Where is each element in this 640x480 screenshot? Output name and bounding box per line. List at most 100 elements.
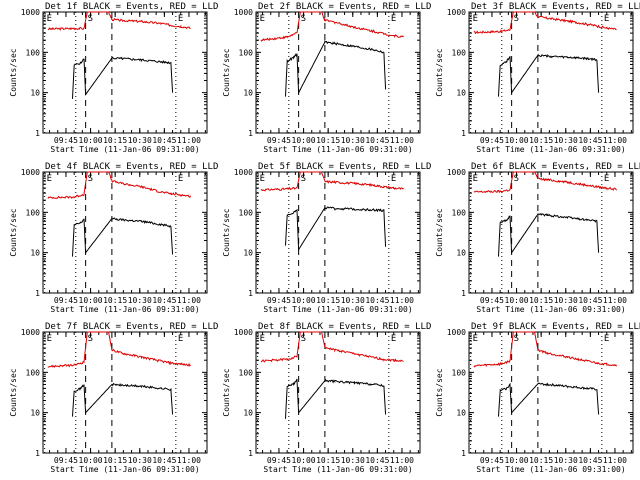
x-axis-label: Start Time (11-Jan-06 09:31:00) [263, 305, 412, 314]
x-tick-label: 11:00 [603, 456, 627, 465]
lld-series-line [260, 171, 404, 192]
x-tick-label: 09:45 [54, 136, 78, 145]
plot-frame [42, 11, 208, 134]
marker-label: S [301, 14, 306, 24]
panel-4: Det 4f BLACK = Events, RED = LLD 1 10 100 10… [9, 162, 218, 314]
panel-9: Det 9f BLACK = Events, RED = LLD 1 10 100 10… [435, 322, 640, 474]
x-tick-label: 11:00 [603, 296, 627, 305]
y-tick-label: 1 [35, 129, 40, 138]
lld-series-line [47, 11, 191, 31]
y-tick-label: 100 [452, 368, 467, 377]
x-tick-label: 10:00 [292, 456, 316, 465]
plot-frame [42, 171, 208, 294]
y-tick-label: 1 [461, 289, 466, 298]
y-tick-label: 10 [30, 249, 40, 258]
x-tick-label: 10:15 [103, 296, 127, 305]
x-tick-label: 11:00 [390, 456, 414, 465]
panel-1: Det 1f BLACK = Events, RED = LLD 1 10 100 10… [9, 2, 218, 154]
y-tick-label: 1 [461, 449, 466, 458]
panel-title: Det 4f BLACK = Events, RED = LLD [45, 162, 218, 172]
x-tick-label: 10:00 [79, 456, 103, 465]
x-tick-label: 10:30 [341, 136, 365, 145]
y-tick-label: 10 [243, 89, 253, 98]
x-tick-label: 09:45 [54, 456, 78, 465]
x-axis-label: Start Time (11-Jan-06 09:31:00) [50, 465, 199, 474]
lld-series-line [260, 11, 404, 42]
y-tick-label: 100 [239, 368, 254, 377]
x-tick-label: 10:00 [505, 296, 529, 305]
plot-frame [255, 11, 421, 134]
y-tick-label: 1 [461, 129, 466, 138]
x-tick-label: 10:30 [128, 136, 152, 145]
marker-label: E [47, 14, 52, 24]
y-axis-label: Counts/sec [222, 48, 231, 96]
y-tick-label: 10 [243, 409, 253, 418]
marker-label: S [514, 174, 519, 184]
panel-title: Det 9f BLACK = Events, RED = LLD [471, 322, 640, 332]
marker-label: E [473, 14, 478, 24]
x-tick-label: 11:00 [177, 456, 201, 465]
x-tick-label: 09:45 [267, 456, 291, 465]
marker-label: E [473, 174, 478, 184]
marker-label: E [604, 174, 609, 184]
x-tick-label: 10:00 [79, 296, 103, 305]
x-tick-label: 09:45 [480, 456, 504, 465]
lld-series-line [47, 171, 192, 200]
x-tick-label: 11:00 [603, 136, 627, 145]
x-tick-label: 10:15 [103, 136, 127, 145]
x-axis-label: Start Time (11-Jan-06 09:31:00) [476, 305, 625, 314]
x-tick-label: 10:15 [316, 136, 340, 145]
x-tick-label: 10:00 [505, 456, 529, 465]
x-tick-label: 09:45 [54, 296, 78, 305]
plot-frame [468, 331, 634, 454]
marker-label: E [604, 14, 609, 24]
y-tick-label: 1 [35, 289, 40, 298]
x-tick-label: 10:45 [365, 136, 389, 145]
lld-series-line [473, 331, 618, 368]
y-axis-label: Counts/sec [222, 208, 231, 256]
events-series-line [72, 56, 174, 99]
x-tick-label: 10:30 [128, 296, 152, 305]
events-series-line [285, 39, 387, 97]
y-tick-label: 1000 [447, 328, 466, 337]
y-axis-label: Counts/sec [9, 48, 18, 96]
marker-label: E [47, 174, 52, 184]
panel-8: Det 8f BLACK = Events, RED = LLD 1 10 100 10… [222, 322, 431, 474]
x-axis-label: Start Time (11-Jan-06 09:31:00) [476, 465, 625, 474]
lld-series-line [47, 331, 191, 368]
x-tick-label: 10:30 [341, 296, 365, 305]
panel-6: Det 6f BLACK = Events, RED = LLD 1 10 100 10… [435, 162, 640, 314]
marker-label: S [514, 14, 519, 24]
marker-label: E [473, 334, 478, 344]
x-tick-label: 10:45 [152, 296, 176, 305]
y-axis-label: Counts/sec [222, 368, 231, 416]
x-tick-label: 10:45 [578, 136, 602, 145]
events-series-line [72, 382, 174, 417]
x-tick-label: 10:15 [103, 456, 127, 465]
x-tick-label: 11:00 [177, 296, 201, 305]
lld-series-line [260, 331, 404, 363]
panel-7: Det 7f BLACK = Events, RED = LLD 1 10 100 10… [9, 322, 218, 474]
panel-3: Det 3f BLACK = Events, RED = LLD 1 10 100 10… [435, 2, 640, 154]
y-tick-label: 10 [30, 89, 40, 98]
x-tick-label: 10:45 [365, 296, 389, 305]
marker-label: S [301, 174, 306, 184]
panel-title: Det 6f BLACK = Events, RED = LLD [471, 162, 640, 172]
marker-label: E [604, 334, 609, 344]
marker-label: E [391, 14, 396, 24]
x-tick-label: 10:45 [152, 456, 176, 465]
plot-frame [468, 11, 634, 134]
x-axis-label: Start Time (11-Jan-06 09:31:00) [50, 145, 199, 154]
x-tick-label: 10:00 [79, 136, 103, 145]
y-axis-label: Counts/sec [435, 208, 444, 256]
x-tick-label: 11:00 [390, 296, 414, 305]
panel-title: Det 1f BLACK = Events, RED = LLD [45, 2, 218, 12]
marker-label: E [178, 334, 183, 344]
x-tick-label: 10:15 [316, 296, 340, 305]
y-tick-label: 1000 [21, 168, 40, 177]
x-axis-label: Start Time (11-Jan-06 09:31:00) [476, 145, 625, 154]
marker-label: E [391, 174, 396, 184]
y-axis-label: Counts/sec [435, 48, 444, 96]
y-tick-label: 10 [243, 249, 253, 258]
